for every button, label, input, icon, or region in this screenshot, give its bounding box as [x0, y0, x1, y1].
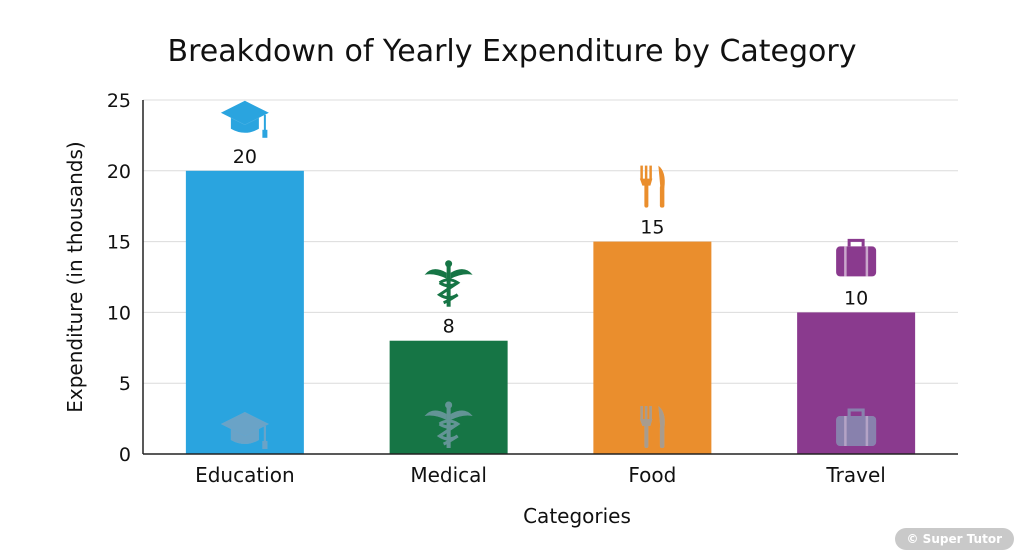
data-label: 8	[443, 316, 455, 338]
caduceus-icon	[424, 260, 473, 307]
fork-knife-icon	[639, 165, 665, 208]
y-axis-label: Expenditure (in thousands)	[63, 141, 87, 412]
data-label: 10	[844, 287, 868, 309]
suitcase-icon	[836, 238, 877, 277]
x-axis-ticks: Education Medical Food Travel	[195, 463, 886, 487]
graduation-cap-icon-in-bar-shade	[220, 412, 269, 449]
y-tick-label: 0	[119, 444, 131, 466]
graduation-cap-icon-in-bar	[220, 412, 269, 449]
y-tick-label: 10	[107, 302, 131, 324]
fork-knife-icon-in-bar-shade	[639, 406, 665, 448]
x-tick-label: Medical	[410, 463, 487, 487]
suitcase-icon-in-bar	[836, 408, 877, 446]
fork-knife-icon-in-bar	[639, 406, 665, 448]
x-tick-label: Food	[628, 463, 676, 487]
y-tick-label: 15	[107, 232, 131, 254]
bars: 20 8 15 10	[185, 100, 916, 455]
data-label: 20	[233, 146, 257, 168]
y-tick-label: 20	[107, 161, 131, 183]
x-tick-label: Education	[195, 463, 295, 487]
chart-title: Breakdown of Yearly Expenditure by Categ…	[168, 34, 857, 69]
caduceus-icon-in-bar	[424, 401, 473, 448]
watermark-badge: © Super Tutor	[894, 528, 1014, 550]
suitcase-icon-in-bar-shade	[836, 408, 877, 446]
y-axis-ticks: 0 5 10 15 20 25	[107, 90, 131, 466]
caduceus-icon-in-bar-shade	[424, 401, 473, 448]
graduation-cap-icon	[220, 100, 269, 138]
y-tick-label: 25	[107, 90, 131, 112]
x-axis-label: Categories	[523, 504, 631, 528]
data-label: 15	[640, 217, 664, 239]
bar-education	[185, 170, 304, 455]
x-tick-label: Travel	[825, 463, 885, 487]
bar-food	[593, 241, 712, 454]
y-tick-label: 5	[119, 373, 131, 395]
